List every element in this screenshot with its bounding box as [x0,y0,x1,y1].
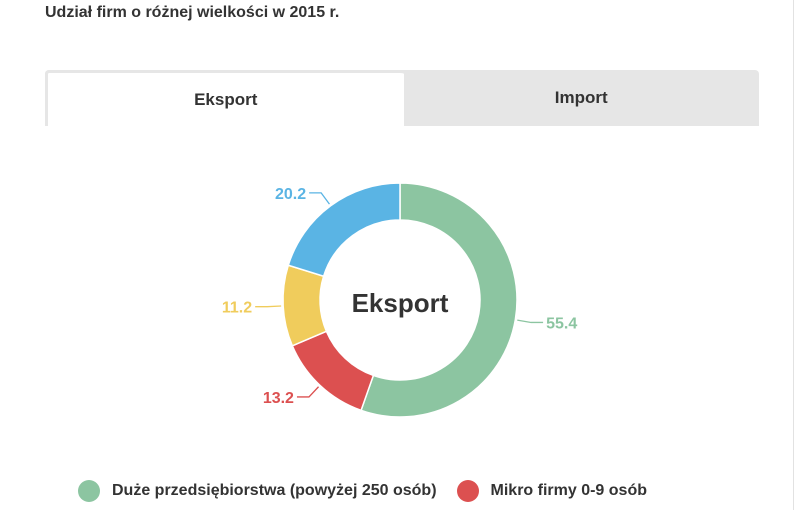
tab-eksport[interactable]: Eksport [45,70,404,126]
slice-micro[interactable] [291,330,375,412]
data-label: 55.4 [546,315,577,332]
legend-dot-green [78,480,100,502]
label-connector [517,319,544,324]
page-title: Udział firm o różnej wielkości w 2015 r. [45,4,340,21]
label-connector [255,305,282,308]
legend-item-large-companies[interactable]: Duże przedsiębiorstwa (powyżej 250 osób) [78,480,437,502]
data-label: 20.2 [275,186,306,203]
right-divider [793,0,794,510]
legend-label: Mikro firmy 0-9 osób [490,482,647,499]
label-connector [296,386,320,398]
chart-legend: Duże przedsiębiorstwa (powyżej 250 osób)… [78,480,667,502]
slice-medium[interactable] [287,182,401,278]
legend-item-micro-companies[interactable]: Mikro firmy 0-9 osób [456,480,647,502]
tab-bar: Eksport Import [45,70,759,126]
legend-dot-red [456,480,479,502]
tab-import[interactable]: Import [554,88,608,107]
label-connectors [255,192,544,398]
label-connector [309,192,330,205]
data-label: 11.2 [222,300,252,317]
chart-area: 55.4 13.2 11.2 20.2 Eksport [0,126,805,466]
donut-slices [282,182,518,418]
slice-small[interactable] [282,264,328,347]
data-label: 13.2 [263,390,294,407]
legend-label: Duże przedsiębiorstwa (powyżej 250 osób) [112,482,437,499]
donut-center-label: Eksport [352,288,449,318]
data-labels: 55.4 13.2 11.2 20.2 [222,186,577,407]
slice-large[interactable] [360,182,518,418]
donut-chart: 55.4 13.2 11.2 20.2 Eksport [222,182,577,418]
